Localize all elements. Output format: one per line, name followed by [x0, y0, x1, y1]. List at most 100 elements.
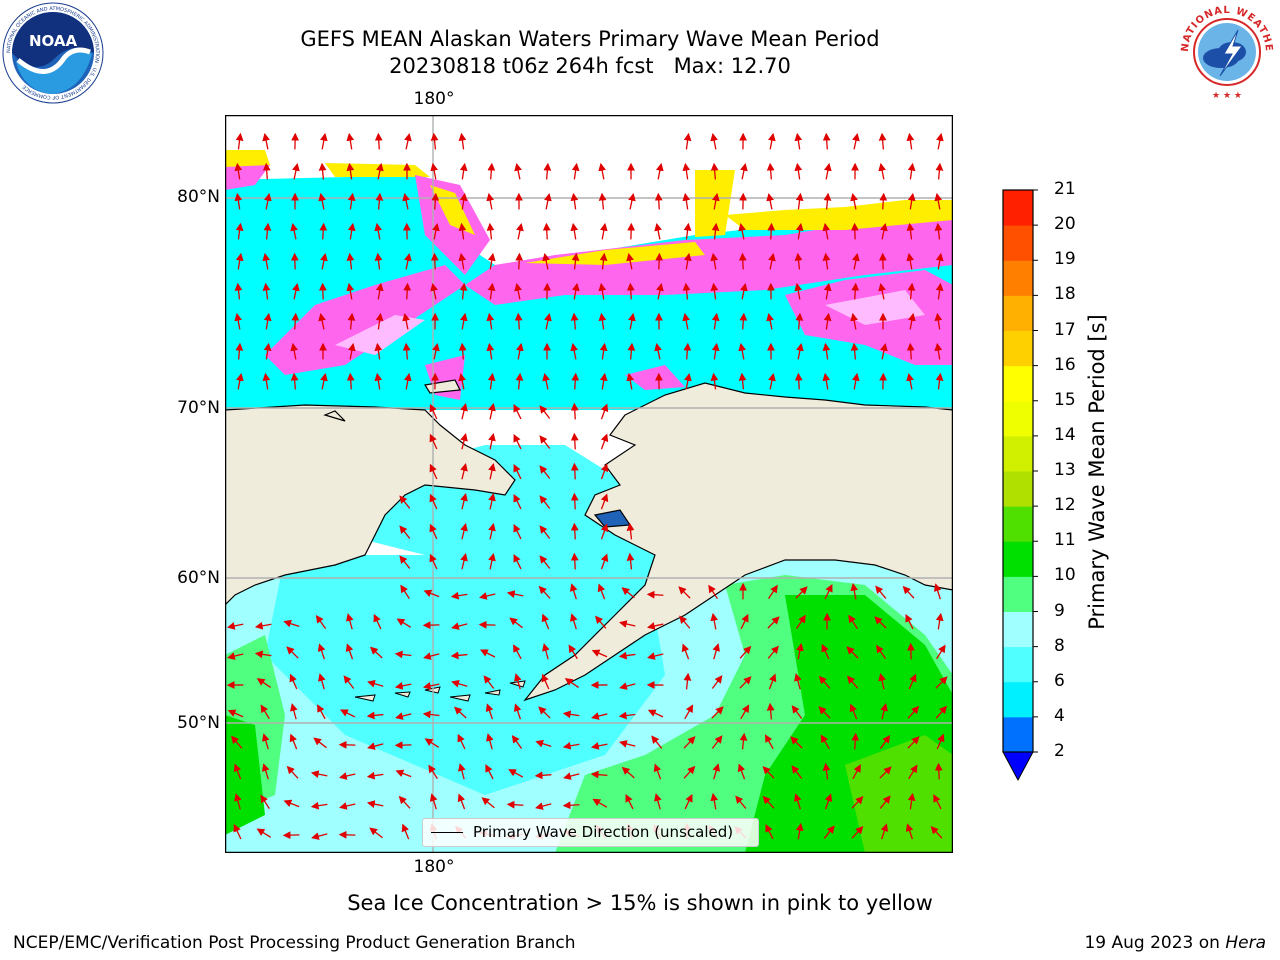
wave-arrow [460, 493, 468, 510]
wave-arrow [346, 252, 355, 270]
wave-arrow [310, 801, 328, 810]
wave-arrow [262, 282, 271, 300]
wave-arrow [790, 736, 803, 749]
wave-arrow [402, 192, 410, 210]
wave-arrow [850, 192, 858, 210]
wave-arrow [794, 162, 803, 180]
wave-arrow [651, 735, 663, 749]
wave-arrow [818, 706, 831, 719]
wave-arrow [487, 372, 496, 390]
wave-arrow [290, 252, 299, 270]
wave-arrow [878, 672, 886, 690]
colorbar-segment [1003, 225, 1033, 261]
wave-arrow [654, 192, 663, 210]
wave-arrow [876, 644, 887, 659]
wave-arrow [682, 312, 690, 330]
wave-arrow [236, 372, 244, 390]
wave-arrow [906, 252, 915, 270]
wave-arrow [571, 372, 580, 390]
wave-arrow [710, 792, 719, 810]
wave-arrow [654, 222, 662, 240]
wave-arrow [768, 673, 777, 690]
wave-arrow [513, 523, 522, 540]
wave-arrow [822, 222, 831, 240]
wave-arrow [618, 651, 636, 660]
wave-arrow [570, 552, 579, 570]
wave-arrow [738, 372, 747, 390]
colorbar-segment [1003, 295, 1033, 331]
wave-arrow [599, 372, 608, 390]
wave-arrow [618, 711, 636, 720]
wave-arrow [373, 613, 382, 630]
wave-arrow [683, 672, 692, 690]
wave-arrow [626, 552, 635, 570]
wave-arrow [740, 613, 749, 630]
wave-arrow [768, 252, 776, 270]
wave-arrow [625, 793, 634, 810]
wave-arrow [430, 132, 439, 150]
wave-arrow [460, 433, 468, 450]
wave-arrow [315, 614, 327, 629]
wave-arrow [535, 739, 552, 748]
wave-arrow [564, 678, 580, 689]
wave-arrow [542, 222, 551, 240]
wave-arrow [907, 736, 920, 749]
wave-arrow [346, 613, 354, 630]
wave-arrow [766, 162, 775, 180]
wave-arrow [459, 192, 468, 210]
wave-arrow [794, 372, 803, 390]
wave-arrow [619, 620, 636, 628]
wave-arrow [487, 282, 496, 300]
wave-arrow [599, 252, 608, 270]
wave-arrow [934, 312, 943, 330]
wave-arrow [513, 703, 522, 720]
wave-arrow [822, 132, 831, 150]
wave-arrow [568, 644, 578, 660]
colorbar-tick-label: 18 [1054, 284, 1076, 305]
wave-arrow [311, 832, 328, 840]
wave-arrow [234, 192, 243, 210]
wave-arrow [710, 612, 719, 630]
wave-arrow [599, 342, 608, 360]
wave-arrow [460, 523, 468, 540]
wave-arrow [367, 680, 384, 688]
wave-arrow [488, 432, 496, 450]
wave-arrow [256, 678, 272, 689]
map-legend: Primary Wave Direction (unscaled) [422, 818, 759, 847]
wave-arrow [514, 673, 522, 690]
wave-arrow [488, 522, 496, 540]
wave-arrow [400, 584, 410, 600]
wave-arrow [740, 704, 750, 720]
wave-arrow [234, 793, 242, 810]
wave-arrow [850, 342, 859, 360]
wave-arrow [647, 709, 664, 718]
wave-arrow [262, 372, 271, 390]
wave-arrow [656, 162, 664, 180]
wave-arrow [339, 772, 356, 780]
colorbar-tick-label: 19 [1054, 249, 1076, 270]
wave-arrow [823, 192, 832, 210]
wave-arrow [538, 706, 551, 719]
wave-arrow [822, 342, 831, 360]
wave-arrow [879, 192, 888, 210]
map-border [225, 115, 953, 853]
wave-arrow [907, 792, 916, 810]
wave-arrow [824, 583, 833, 600]
wave-arrow [796, 614, 806, 630]
credit-host: Hera [1225, 933, 1266, 953]
wave-arrow [738, 222, 746, 240]
wave-arrow [339, 802, 356, 810]
wave-arrow [261, 733, 270, 750]
wave-arrow [254, 621, 272, 630]
credit-left: NCEP/EMC/Verification Post Processing Pr… [13, 933, 576, 953]
wave-arrow [821, 643, 830, 660]
credit-right: 19 Aug 2023 on Hera [1084, 933, 1266, 953]
wave-arrow [458, 222, 467, 240]
wave-arrow [681, 643, 690, 660]
wave-arrow [710, 372, 719, 390]
wave-arrow [934, 222, 943, 240]
wave-arrow [569, 613, 578, 630]
wave-arrow [907, 282, 916, 300]
wave-arrow [261, 763, 270, 780]
wave-arrow [646, 590, 664, 599]
